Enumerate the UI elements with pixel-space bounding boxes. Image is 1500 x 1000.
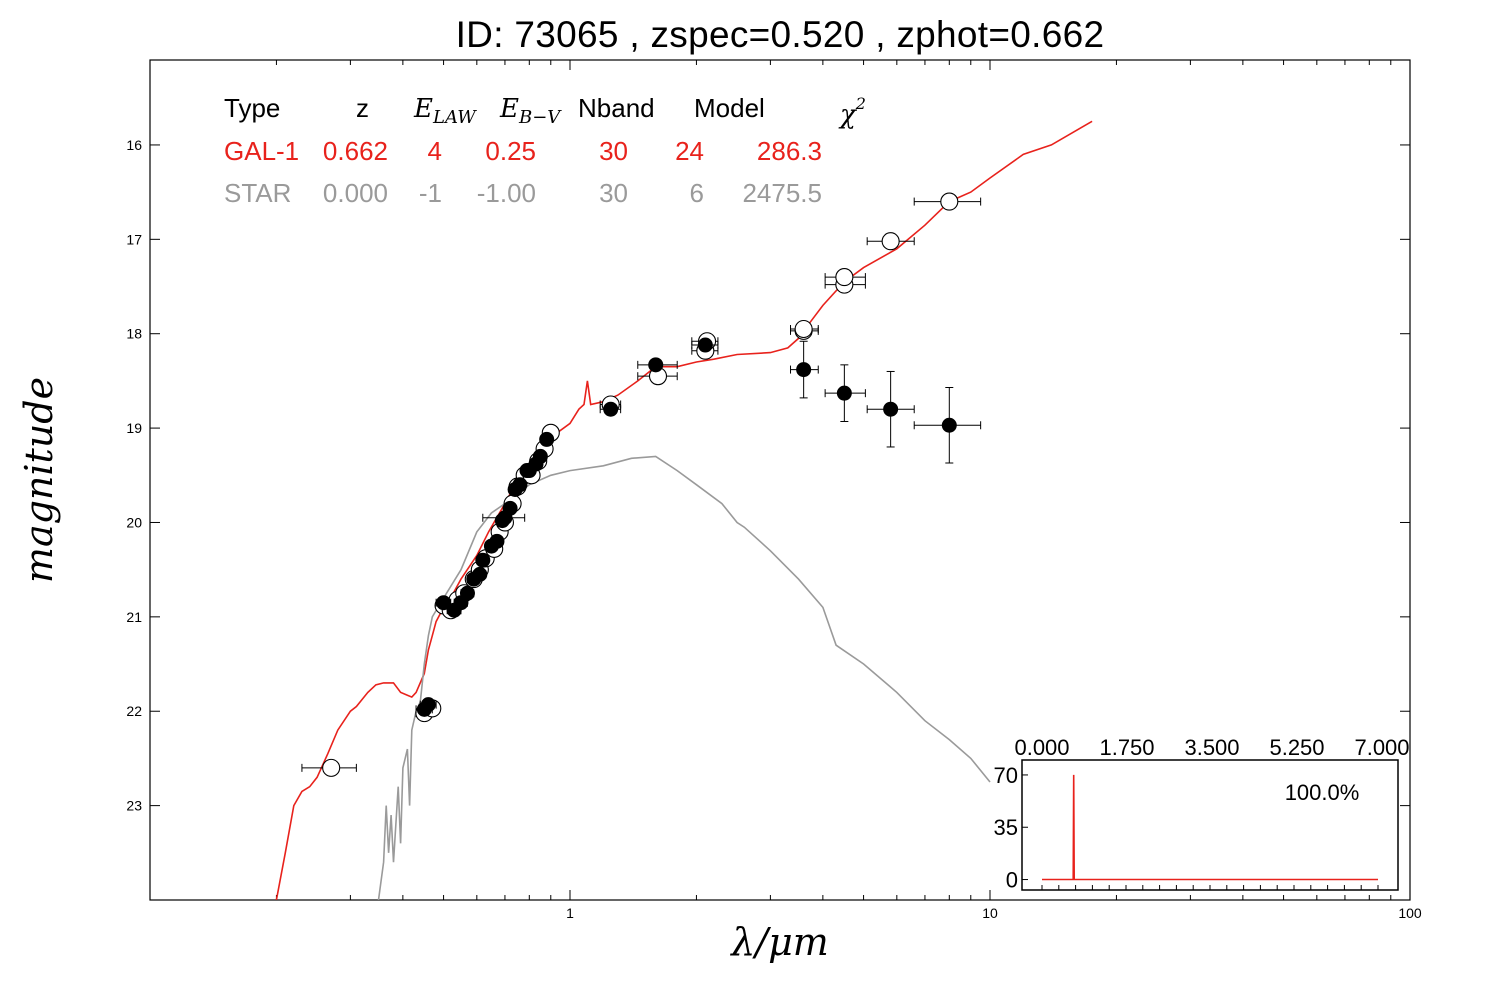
- fit-row-2-elaw: -1: [419, 178, 442, 208]
- observed-point: [603, 401, 619, 417]
- fit-row-1-chi2: 286.3: [757, 136, 822, 166]
- y-tick-label: 16: [126, 137, 142, 153]
- header-z: z: [356, 93, 369, 123]
- redshift-pdf-inset: 0.000 1.750 3.500 5.250 7.000 0 35 70 100.0%: [994, 735, 1410, 893]
- inset-x-tick-label: 3.500: [1184, 735, 1239, 760]
- observed-point: [420, 697, 436, 713]
- observed-point: [489, 533, 505, 549]
- plot-frame: [149, 59, 1411, 901]
- observed-point: [941, 417, 957, 433]
- observed-point: [539, 431, 555, 447]
- inset-y-tick-label: 35: [994, 815, 1018, 840]
- y-tick-label: 17: [126, 231, 142, 247]
- pdf-annotation: 100.0%: [1285, 780, 1360, 805]
- fit-row-1-model: 24: [675, 136, 704, 166]
- fit-row-2-z: 0.000: [323, 178, 388, 208]
- observed-point: [475, 552, 491, 568]
- fit-row-1-elaw: 4: [428, 136, 442, 166]
- fit-row-1-nband: 30: [599, 136, 628, 166]
- observed-point: [472, 566, 488, 582]
- header-elaw: ELAW: [413, 94, 477, 128]
- inset-x-tick-label: 1.750: [1099, 735, 1154, 760]
- observed-point: [883, 401, 899, 417]
- y-tick-label: 23: [126, 798, 142, 814]
- y-tick-label: 20: [126, 514, 142, 530]
- y-tick-label: 21: [126, 609, 142, 625]
- fit-row-2-type: STAR: [224, 178, 291, 208]
- y-axis-title: magnitude: [17, 377, 61, 583]
- sed-template-line-0: [275, 120, 1093, 900]
- model-points: [301, 192, 982, 777]
- sed-template-line-1: [377, 455, 991, 900]
- fit-row-2-nband: 30: [599, 178, 628, 208]
- fit-row-1-ebv: 0.25: [485, 136, 536, 166]
- observed-point: [697, 337, 713, 353]
- fit-row-2-chi2: 2475.5: [742, 178, 822, 208]
- header-nband: Nband: [578, 93, 655, 123]
- inset-y-tick-label: 70: [994, 763, 1018, 788]
- observed-point: [796, 362, 812, 378]
- x-tick-label: 100: [1398, 905, 1422, 921]
- inset-x-tick-label: 7.000: [1354, 735, 1409, 760]
- chart-title: ID: 73065 , zspec=0.520 , zphot=0.662: [455, 14, 1105, 55]
- model-point: [794, 319, 813, 339]
- x-axis-title: λ/μm: [729, 920, 829, 964]
- observed-point: [836, 385, 852, 401]
- fit-row-1-z: 0.662: [323, 136, 388, 166]
- observed-point: [532, 448, 548, 464]
- x-tick-label: 10: [982, 905, 998, 921]
- header-elaw-sub: LAW: [432, 107, 477, 128]
- header-ebv-sub: B−V: [518, 107, 562, 128]
- model-point: [940, 192, 959, 211]
- observed-point: [436, 595, 452, 611]
- y-tick-label: 22: [126, 703, 142, 719]
- fit-row-2-model: 6: [690, 178, 704, 208]
- fit-row-2-ebv: -1.00: [477, 178, 536, 208]
- y-tick-label: 18: [126, 326, 142, 342]
- header-chi2: χ2: [838, 94, 866, 130]
- model-point: [881, 232, 900, 251]
- observed-point: [648, 357, 664, 373]
- model-point: [835, 268, 854, 287]
- inset-x-tick-label: 5.250: [1269, 735, 1324, 760]
- observed-point: [459, 585, 475, 601]
- observed-point: [502, 500, 518, 516]
- header-model: Model: [694, 93, 765, 123]
- observed-points: [415, 337, 982, 717]
- model-point: [322, 758, 341, 777]
- x-tick-label: 1: [566, 905, 574, 921]
- plot-area: [275, 120, 1093, 900]
- header-ebv: EB−V: [499, 94, 562, 128]
- observed-point: [512, 477, 528, 493]
- fit-row-1-type: GAL-1: [224, 136, 299, 166]
- inset-y-tick-label: 0: [1006, 868, 1018, 893]
- inset-x-tick-label: 0.000: [1014, 735, 1069, 760]
- header-chi2-sup: 2: [855, 94, 866, 113]
- fit-table: Type z ELAW EB−V Nband Model χ2 GAL-1 0.662 4 0.25…: [224, 93, 866, 208]
- header-type: Type: [224, 93, 280, 123]
- y-tick-label: 19: [126, 420, 142, 436]
- inset-frame: [1021, 759, 1399, 891]
- pdf-line: [1042, 774, 1378, 881]
